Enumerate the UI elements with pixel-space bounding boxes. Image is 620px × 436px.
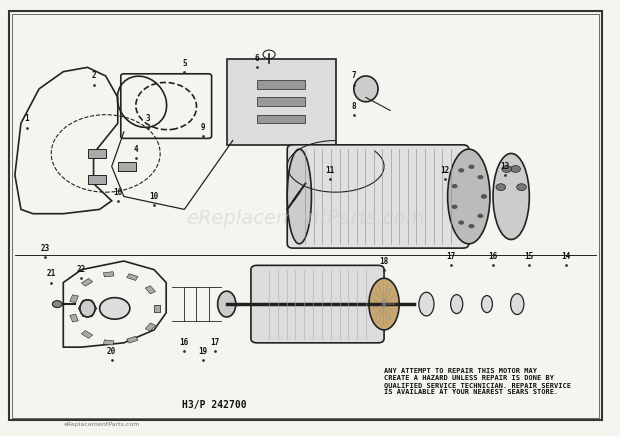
Text: 7: 7 bbox=[352, 72, 356, 81]
FancyBboxPatch shape bbox=[251, 266, 384, 343]
Text: 23: 23 bbox=[40, 244, 50, 252]
Text: H3/P 242700: H3/P 242700 bbox=[182, 400, 247, 410]
Bar bbox=[154, 305, 160, 312]
Bar bbox=[87, 175, 105, 184]
Text: 3: 3 bbox=[146, 115, 150, 123]
Circle shape bbox=[511, 166, 520, 172]
Text: 17: 17 bbox=[210, 338, 219, 347]
Text: 9: 9 bbox=[200, 123, 205, 132]
Circle shape bbox=[468, 224, 474, 228]
Circle shape bbox=[458, 168, 464, 173]
Text: 8: 8 bbox=[352, 102, 356, 111]
FancyBboxPatch shape bbox=[287, 145, 469, 248]
Ellipse shape bbox=[80, 300, 95, 317]
Circle shape bbox=[516, 184, 526, 191]
Text: 21: 21 bbox=[46, 269, 56, 279]
Circle shape bbox=[502, 166, 512, 172]
Text: 10: 10 bbox=[113, 187, 122, 197]
Text: 18: 18 bbox=[379, 256, 389, 266]
Text: 1: 1 bbox=[25, 115, 29, 123]
Bar bbox=[81, 279, 92, 286]
Ellipse shape bbox=[448, 149, 490, 244]
Ellipse shape bbox=[287, 149, 311, 244]
Text: ANY ATTEMPT TO REPAIR THIS MOTOR MAY
CREATE A HAZARD UNLESS REPAIR IS DONE BY
QU: ANY ATTEMPT TO REPAIR THIS MOTOR MAY CRE… bbox=[384, 368, 571, 395]
Ellipse shape bbox=[218, 291, 236, 317]
Text: eReplacementParts.com: eReplacementParts.com bbox=[186, 208, 425, 228]
Bar bbox=[145, 286, 156, 294]
Ellipse shape bbox=[369, 278, 399, 330]
Text: 17: 17 bbox=[446, 252, 455, 261]
Ellipse shape bbox=[493, 153, 529, 239]
Circle shape bbox=[451, 204, 458, 209]
Bar bbox=[70, 295, 78, 303]
Bar bbox=[126, 336, 138, 343]
Text: 19: 19 bbox=[198, 347, 207, 356]
Circle shape bbox=[477, 214, 484, 218]
Text: 2: 2 bbox=[91, 72, 96, 81]
Text: 12: 12 bbox=[440, 166, 450, 175]
Circle shape bbox=[477, 175, 484, 179]
Circle shape bbox=[468, 165, 474, 169]
Circle shape bbox=[458, 221, 464, 225]
Circle shape bbox=[100, 298, 130, 319]
Ellipse shape bbox=[451, 295, 463, 313]
Circle shape bbox=[481, 194, 487, 199]
Bar bbox=[87, 149, 105, 158]
Text: 4: 4 bbox=[134, 145, 138, 153]
Text: 16: 16 bbox=[489, 252, 498, 261]
Text: 16: 16 bbox=[180, 338, 189, 347]
Bar bbox=[70, 314, 78, 322]
Bar bbox=[154, 305, 160, 312]
Text: 5: 5 bbox=[182, 58, 187, 68]
Ellipse shape bbox=[510, 294, 524, 314]
Bar bbox=[257, 80, 306, 89]
Circle shape bbox=[53, 301, 62, 307]
Text: 13: 13 bbox=[500, 162, 510, 171]
Bar bbox=[104, 340, 114, 345]
Bar bbox=[257, 115, 306, 123]
Text: 10: 10 bbox=[149, 192, 159, 201]
Bar bbox=[126, 274, 138, 280]
Bar bbox=[104, 272, 114, 277]
Bar bbox=[81, 330, 92, 338]
Text: 22: 22 bbox=[77, 265, 86, 274]
Text: 14: 14 bbox=[561, 252, 570, 261]
Bar bbox=[257, 98, 306, 106]
Bar bbox=[145, 323, 156, 331]
Text: eReplacementParts.com: eReplacementParts.com bbox=[63, 422, 140, 427]
Circle shape bbox=[481, 194, 487, 199]
Ellipse shape bbox=[482, 296, 492, 313]
Ellipse shape bbox=[354, 76, 378, 102]
Text: 11: 11 bbox=[325, 166, 334, 175]
Circle shape bbox=[496, 184, 506, 191]
Text: 20: 20 bbox=[107, 347, 117, 356]
Bar bbox=[118, 162, 136, 170]
FancyBboxPatch shape bbox=[227, 59, 335, 145]
Circle shape bbox=[451, 184, 458, 188]
Text: 6: 6 bbox=[255, 54, 259, 63]
Ellipse shape bbox=[419, 292, 434, 316]
Text: 15: 15 bbox=[525, 252, 534, 261]
